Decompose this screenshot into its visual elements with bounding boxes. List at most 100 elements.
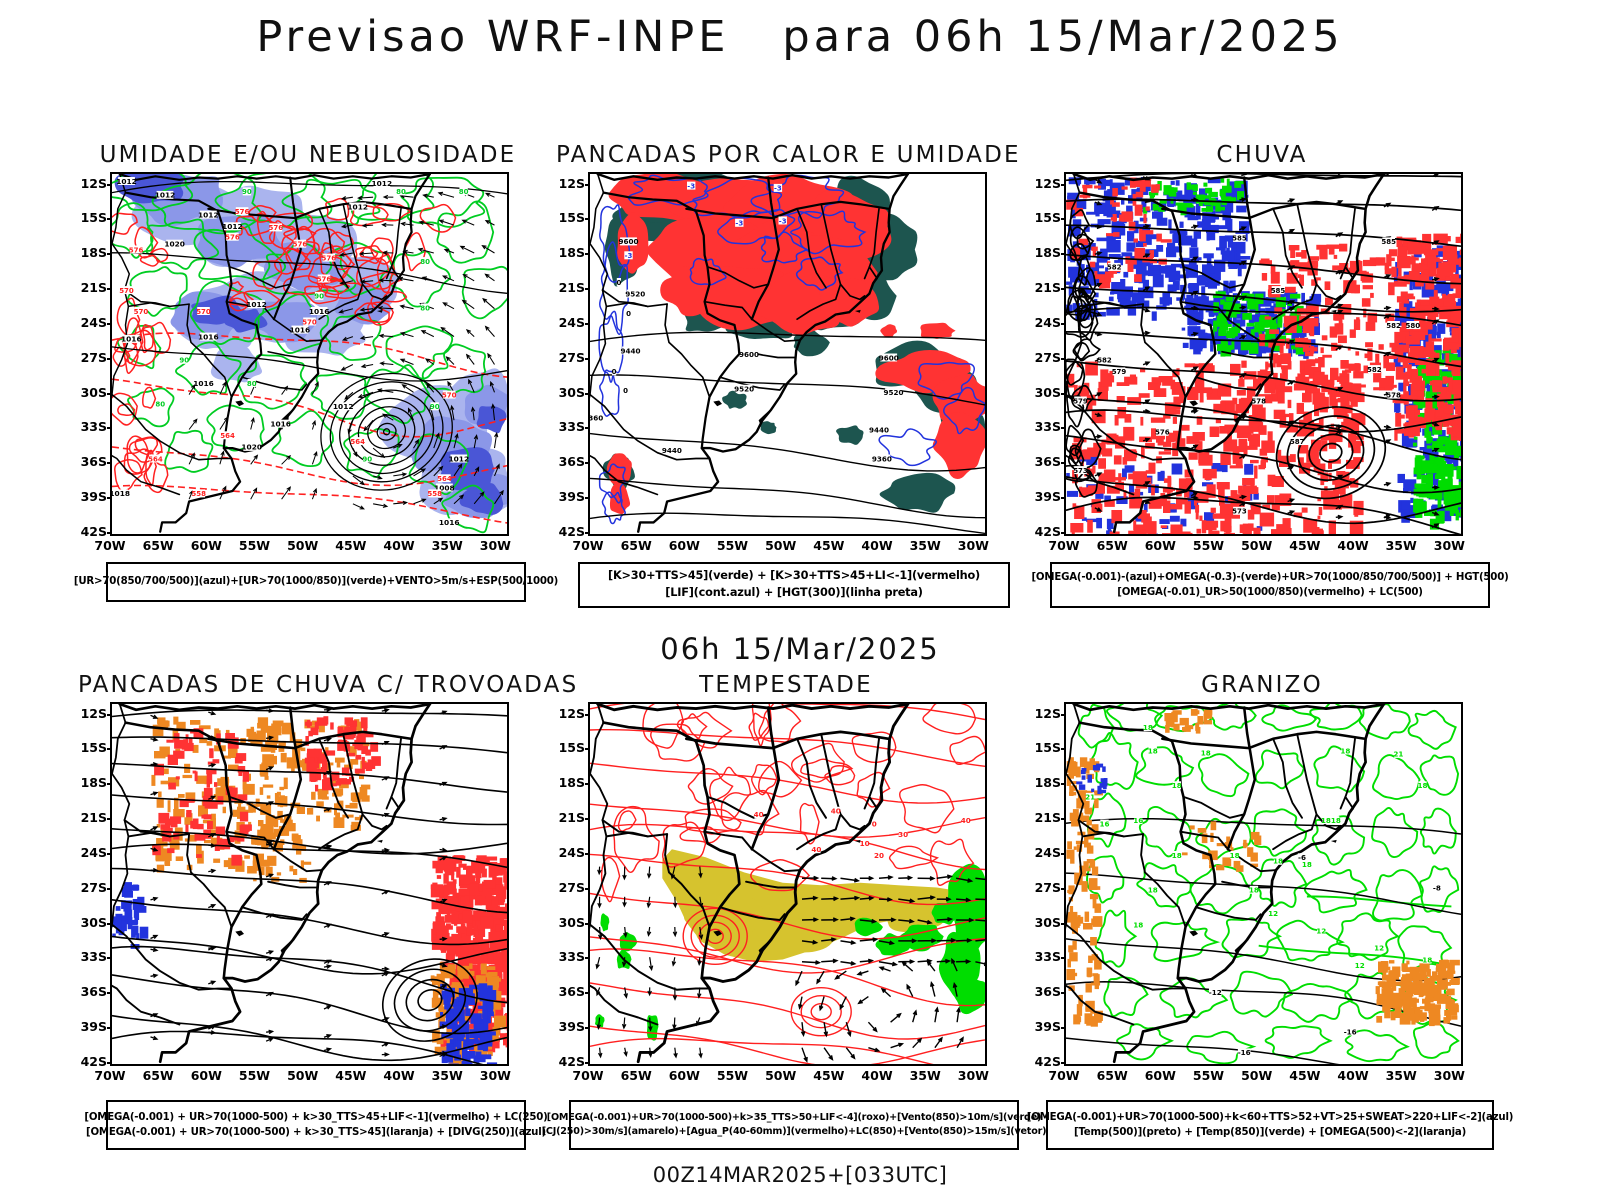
svg-text:1016: 1016: [198, 332, 219, 341]
map-frame-granizo[interactable]: -12 -16 -16 -8 -6 18 18 18 16 18 18 18 18 1818 18 21 18 1…: [1064, 702, 1463, 1066]
map-frame-chuva[interactable]: 585 585 585 582 582 579 582 580 582 578 578 576 587 5…: [1064, 172, 1463, 536]
lon-tick-label: 65W: [1096, 538, 1128, 553]
panel-title-granizo: GRANIZO: [1201, 672, 1323, 698]
map-area-tempestade[interactable]: 12S 15S 18S 21S 24S 27S 30S 33S 36S 39S 42S 40 40 40 4…: [556, 702, 1016, 1087]
svg-text:582: 582: [1097, 357, 1112, 365]
lat-tick-label: 33S: [80, 949, 107, 965]
map-area-umidade[interactable]: 12S 15S 18S 21S 24S 27S 30S 33S 36S 39S 42S 1012 101…: [78, 172, 538, 557]
lat-tick-label: 15S: [80, 210, 107, 226]
lon-tick-label: 30W: [957, 1068, 989, 1083]
svg-text:9600: 9600: [618, 237, 638, 246]
map-area-granizo[interactable]: 12S 15S 18S 21S 24S 27S 30S 33S 36S 39S 42S -12 -16 -…: [1032, 702, 1492, 1087]
svg-text:12: 12: [1316, 926, 1326, 935]
svg-text:9520: 9520: [734, 385, 754, 394]
lon-tick-label: 50W: [765, 1068, 797, 1083]
svg-text:580: 580: [1405, 322, 1420, 330]
lat-tick-label: 30S: [1034, 384, 1061, 400]
lon-tick-label: 40W: [383, 1068, 415, 1083]
lat-tick-label: 21S: [80, 810, 107, 826]
svg-text:1012: 1012: [222, 222, 243, 231]
map-area-pancadas-calor[interactable]: 12S 15S 18S 21S 24S 27S 30S 33S 36S 39S 42S 9600 952…: [556, 172, 1016, 557]
svg-text:576: 576: [293, 241, 308, 249]
lon-tick-label: 70W: [572, 538, 604, 553]
lat-tick-label: 27S: [80, 349, 107, 365]
caption-line: [UR>70(850/700/500)](azul)+[UR>70(1000/8…: [73, 576, 559, 588]
svg-text:1016: 1016: [439, 518, 460, 527]
svg-text:1012: 1012: [347, 202, 368, 211]
lon-tick-label: 35W: [431, 1068, 463, 1083]
lat-tick-label: 39S: [1034, 489, 1061, 505]
lat-tick-label: 39S: [80, 1019, 107, 1035]
map-area-chuva[interactable]: 12S 15S 18S 21S 24S 27S 30S 33S 36S 39S 42S 585 585 5…: [1032, 172, 1492, 557]
lon-tick-label: 45W: [335, 1068, 367, 1083]
longitude-axis-pancadas-calor: 70W 65W 60W 55W 50W 45W 40W 35W 30W: [572, 534, 989, 554]
lat-tick-label: 21S: [1034, 280, 1061, 296]
lon-tick-label: 60W: [668, 1068, 700, 1083]
caption-line: [OMEGA(-0.001) + UR>70(1000-500) + k>30_…: [86, 1127, 546, 1138]
lat-tick-label: 36S: [558, 984, 585, 1000]
panel-title-chuva: CHUVA: [1216, 142, 1308, 168]
longitude-axis-tempestade: 70W 65W 60W 55W 50W 45W 40W 35W 30W: [572, 1064, 989, 1084]
lat-tick-label: 42S: [80, 524, 107, 539]
svg-text:585: 585: [1381, 238, 1396, 246]
svg-text:30: 30: [898, 830, 908, 839]
latitude-axis-chuva: 12S 15S 18S 21S 24S 27S 30S 33S 36S 39S 42S: [1032, 172, 1067, 538]
lon-tick-label: 55W: [716, 538, 749, 553]
svg-text:360: 360: [590, 414, 603, 423]
svg-text:1016: 1016: [290, 325, 311, 334]
svg-text:-16: -16: [1344, 1027, 1357, 1036]
map-frame-tempestade[interactable]: 40 40 40 40 30 20 10 0: [588, 702, 987, 1066]
lon-tick-label: 60W: [668, 538, 700, 553]
svg-text:573: 573: [1232, 508, 1247, 516]
map-area-pancadas-trovoadas[interactable]: 12S 15S 18S 21S 24S 27S 30S 33S 36S 39S 42S 70W 65W 6…: [78, 702, 538, 1087]
svg-text:40: 40: [811, 845, 821, 854]
svg-text:9600: 9600: [879, 353, 899, 362]
map-frame-pancadas-calor[interactable]: 9600 9520 9440 360 9600 9520 9440 9600 9520 9440 9…: [588, 172, 987, 536]
svg-text:564: 564: [350, 438, 365, 446]
map-frame-pancadas-trovoadas[interactable]: [110, 702, 509, 1066]
svg-text:-3: -3: [779, 217, 787, 225]
lat-tick-label: 18S: [1034, 245, 1061, 261]
svg-text:1016: 1016: [309, 307, 330, 316]
lat-tick-label: 33S: [558, 949, 585, 965]
svg-text:1016: 1016: [121, 335, 142, 344]
svg-text:1012: 1012: [155, 191, 176, 200]
panel-umidade: UMIDADE E/OU NEBULOSIDADE 12S 15S 18S 21S 24S…: [78, 142, 538, 562]
lon-tick-label: 35W: [909, 1068, 941, 1083]
lon-tick-label: 55W: [1192, 538, 1225, 553]
svg-text:0: 0: [872, 819, 877, 828]
svg-text:9600: 9600: [739, 350, 759, 359]
svg-text:-3: -3: [625, 252, 633, 260]
lat-tick-label: 12S: [80, 705, 107, 721]
lat-tick-label: 15S: [80, 740, 107, 756]
lat-tick-label: 15S: [1034, 210, 1061, 226]
lat-tick-label: 15S: [558, 210, 585, 226]
svg-text:9520: 9520: [625, 289, 645, 298]
svg-text:-3: -3: [735, 220, 743, 228]
svg-text:16: 16: [1099, 819, 1109, 828]
svg-text:18: 18: [1417, 781, 1427, 790]
svg-text:16: 16: [1133, 816, 1143, 825]
panel-pancadas-trovoadas: PANCADAS DE CHUVA C/ TROVOADAS 12S 15S 18S 2…: [78, 672, 576, 1092]
svg-text:80: 80: [459, 188, 469, 196]
svg-text:1016: 1016: [270, 420, 291, 429]
caption-line: [OMEGA(-0.001)+UR>70(1000-500)+k<60+TTS>…: [1026, 1111, 1514, 1123]
panel-title-pancadas-calor: PANCADAS POR CALOR E UMIDADE: [556, 142, 1021, 168]
svg-text:90: 90: [242, 188, 252, 196]
lat-tick-label: 30S: [1034, 914, 1061, 930]
lat-tick-label: 24S: [1034, 314, 1061, 330]
caption-box-pancadas-calor: [K>30+TTS>45](verde) + [K>30+TTS>45+LI<-…: [578, 562, 1010, 608]
svg-text:18: 18: [1422, 955, 1432, 964]
lat-tick-label: 33S: [80, 419, 107, 435]
lon-tick-label: 65W: [142, 538, 174, 553]
lat-tick-label: 12S: [80, 175, 107, 191]
lat-tick-label: 12S: [558, 175, 585, 191]
map-frame-umidade[interactable]: 1012 1012 1012 1012 1020 1012 1016 1016 1016 1016…: [110, 172, 509, 536]
caption-box-umidade: [UR>70(850/700/500)](azul)+[UR>70(1000/8…: [74, 562, 558, 602]
svg-text:-6: -6: [1298, 853, 1306, 862]
svg-text:576: 576: [225, 234, 240, 242]
lat-tick-label: 36S: [558, 454, 585, 470]
lat-tick-label: 36S: [80, 454, 107, 470]
svg-text:582: 582: [1107, 264, 1122, 272]
page-title: Previsao WRF-INPE para 06h 15/Mar/2025: [256, 12, 1344, 62]
